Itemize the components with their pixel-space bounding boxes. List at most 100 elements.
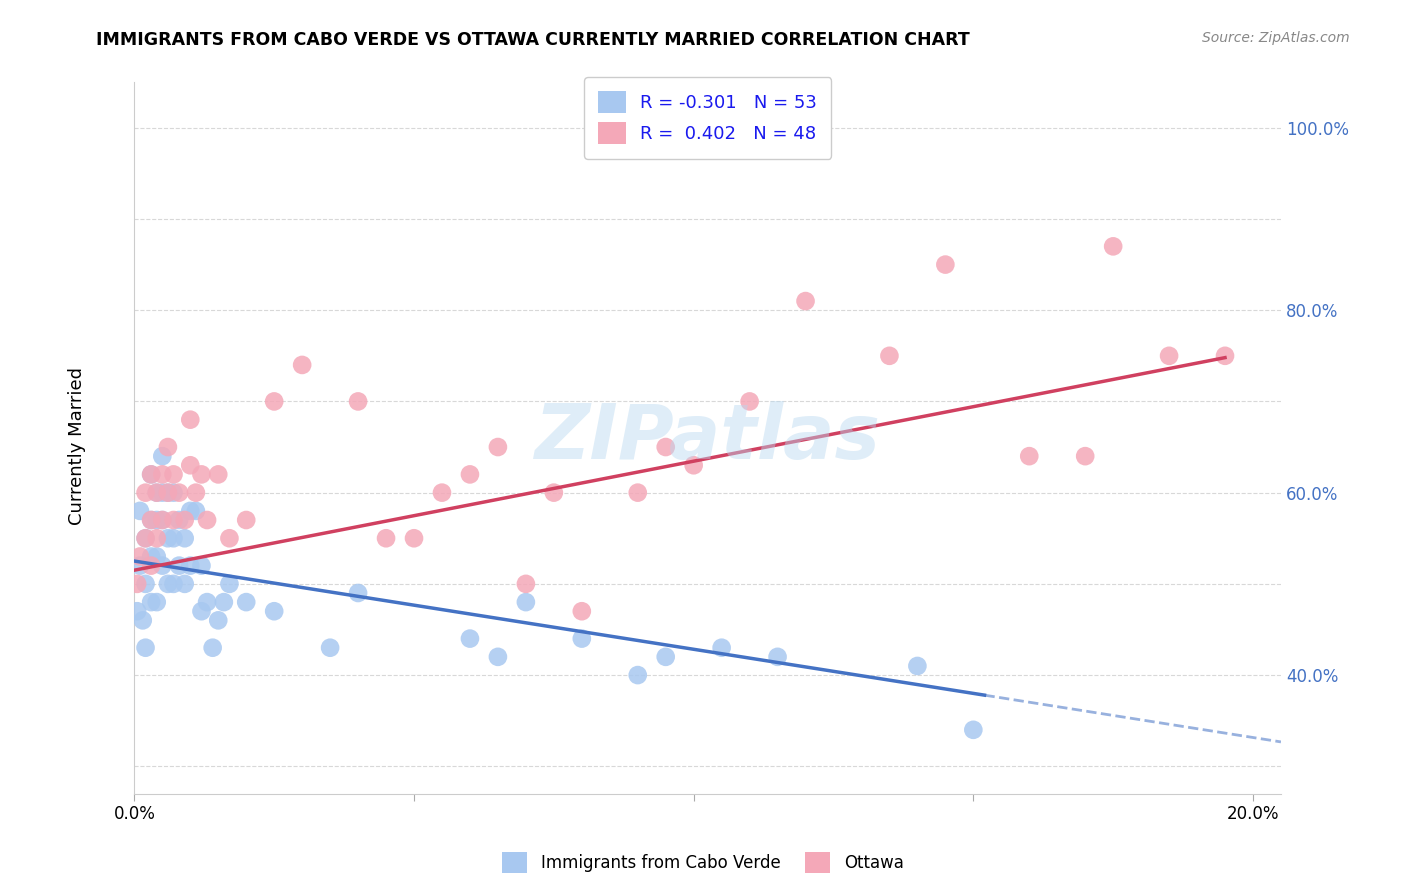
Point — [263, 604, 285, 618]
Point — [173, 513, 195, 527]
Point — [156, 485, 179, 500]
Point — [139, 513, 162, 527]
Point — [184, 485, 207, 500]
Point — [150, 513, 173, 527]
Point — [571, 632, 593, 646]
Point — [1074, 449, 1097, 463]
Point — [794, 294, 817, 309]
Text: Source: ZipAtlas.com: Source: ZipAtlas.com — [1202, 31, 1350, 45]
Point — [190, 604, 212, 618]
Text: Currently Married: Currently Married — [69, 367, 86, 525]
Point — [571, 604, 593, 618]
Point — [167, 558, 190, 573]
Point — [139, 467, 162, 482]
Point — [319, 640, 342, 655]
Point — [145, 595, 167, 609]
Point — [150, 467, 173, 482]
Point — [167, 513, 190, 527]
Point — [195, 513, 218, 527]
Text: IMMIGRANTS FROM CABO VERDE VS OTTAWA CURRENTLY MARRIED CORRELATION CHART: IMMIGRANTS FROM CABO VERDE VS OTTAWA CUR… — [96, 31, 969, 49]
Point — [156, 485, 179, 500]
Point — [458, 632, 481, 646]
Point — [139, 549, 162, 564]
Point — [167, 485, 190, 500]
Point — [173, 531, 195, 545]
Point — [218, 577, 240, 591]
Point — [135, 640, 157, 655]
Point — [139, 513, 162, 527]
Point — [179, 504, 201, 518]
Point — [1018, 449, 1040, 463]
Point — [135, 531, 157, 545]
Point — [430, 485, 453, 500]
Point — [135, 485, 157, 500]
Point — [515, 577, 537, 591]
Point — [150, 558, 173, 573]
Point — [179, 558, 201, 573]
Text: ZIPatlas: ZIPatlas — [534, 401, 880, 475]
Point — [127, 604, 149, 618]
Point — [486, 649, 509, 664]
Point — [738, 394, 761, 409]
Point — [135, 531, 157, 545]
Point — [179, 458, 201, 473]
Point — [162, 531, 184, 545]
Point — [402, 531, 425, 545]
Point — [458, 467, 481, 482]
Point — [156, 577, 179, 591]
Point — [263, 394, 285, 409]
Point — [179, 412, 201, 426]
Point — [139, 595, 162, 609]
Point — [682, 458, 704, 473]
Point — [156, 531, 179, 545]
Point — [654, 440, 676, 454]
Legend: Immigrants from Cabo Verde, Ottawa: Immigrants from Cabo Verde, Ottawa — [496, 846, 910, 880]
Point — [135, 577, 157, 591]
Point — [934, 258, 956, 272]
Point — [212, 595, 235, 609]
Point — [129, 504, 152, 518]
Point — [905, 659, 928, 673]
Point — [145, 513, 167, 527]
Point — [173, 577, 195, 591]
Point — [879, 349, 901, 363]
Point — [162, 577, 184, 591]
Point — [627, 485, 650, 500]
Point — [129, 558, 152, 573]
Point — [129, 549, 152, 564]
Point — [1102, 239, 1125, 253]
Point — [627, 668, 650, 682]
Point — [145, 531, 167, 545]
Point — [156, 440, 179, 454]
Point — [184, 504, 207, 518]
Point — [207, 467, 229, 482]
Point — [190, 558, 212, 573]
Point — [486, 440, 509, 454]
Point — [207, 613, 229, 627]
Point — [139, 467, 162, 482]
Point — [218, 531, 240, 545]
Point — [195, 595, 218, 609]
Point — [145, 485, 167, 500]
Point — [1213, 349, 1236, 363]
Point — [145, 485, 167, 500]
Point — [162, 467, 184, 482]
Point — [190, 467, 212, 482]
Point — [347, 394, 370, 409]
Point — [162, 513, 184, 527]
Point — [543, 485, 565, 500]
Point — [654, 649, 676, 664]
Point — [150, 513, 173, 527]
Point — [710, 640, 733, 655]
Point — [235, 595, 257, 609]
Point — [127, 577, 149, 591]
Point — [150, 485, 173, 500]
Point — [235, 513, 257, 527]
Point — [962, 723, 984, 737]
Point — [515, 595, 537, 609]
Point — [375, 531, 398, 545]
Point — [145, 549, 167, 564]
Point — [150, 449, 173, 463]
Point — [201, 640, 224, 655]
Point — [766, 649, 789, 664]
